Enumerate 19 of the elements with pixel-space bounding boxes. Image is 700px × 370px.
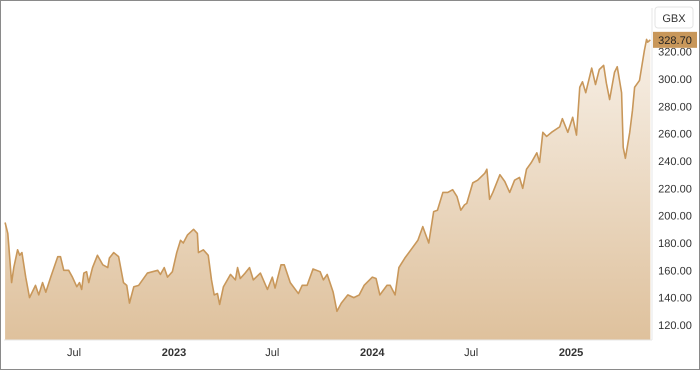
y-tick-label: 280.00 xyxy=(658,101,692,114)
annotation: 328.70 xyxy=(658,34,692,47)
x-tick-label: Jul xyxy=(464,347,478,359)
x-tick-label: 2023 xyxy=(162,347,186,359)
y-tick-label: 180.00 xyxy=(658,238,692,250)
x-tick-label: Jul xyxy=(265,347,280,359)
y-tick-label: 260.00 xyxy=(658,128,692,141)
y-axis-title: GBX xyxy=(662,13,686,25)
y-tick-label: 240.00 xyxy=(658,156,692,168)
y-tick-label: 140.00 xyxy=(658,292,692,305)
x-tick-label: 2025 xyxy=(558,347,584,359)
y-tick-label: 220.00 xyxy=(658,183,692,196)
y-tick-label: 160.00 xyxy=(658,265,692,278)
y-tick-label: 120.00 xyxy=(658,320,692,332)
y-tick-label: 300.00 xyxy=(658,74,692,86)
y-tick-label: 200.00 xyxy=(658,210,692,223)
y-tick-label: 320.00 xyxy=(658,46,692,59)
x-tick-label: Jul xyxy=(67,347,82,359)
x-tick-label: 2024 xyxy=(360,347,386,359)
